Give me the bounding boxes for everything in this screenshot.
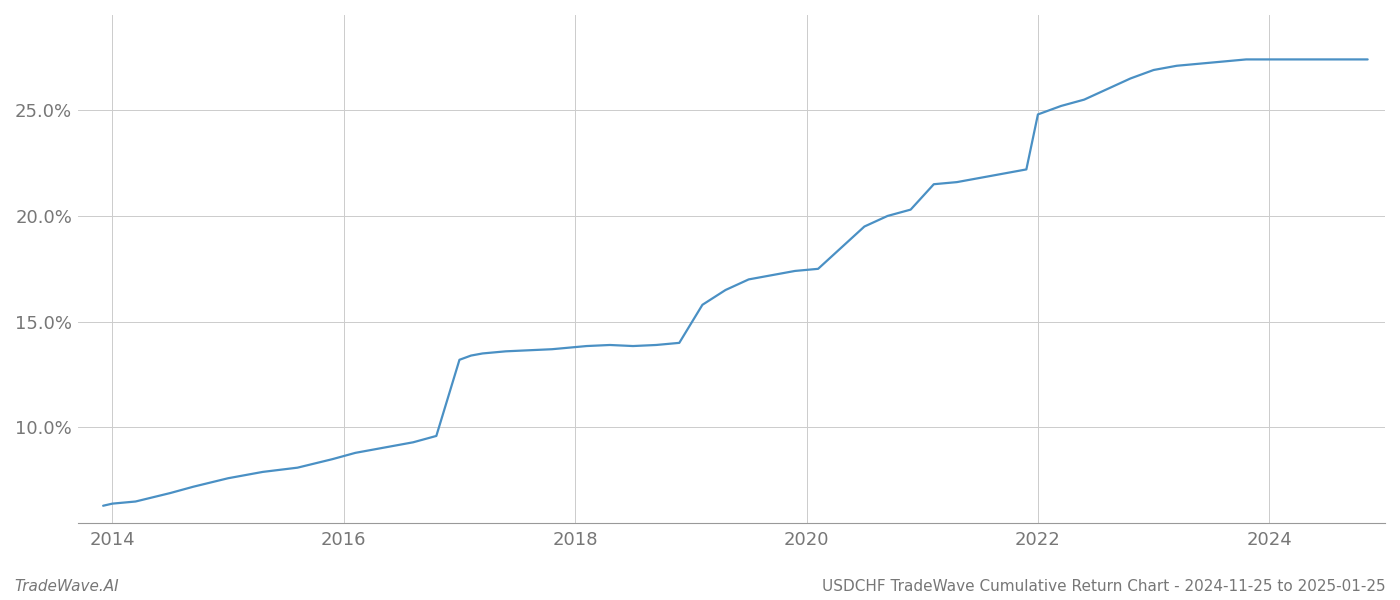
Text: TradeWave.AI: TradeWave.AI <box>14 579 119 594</box>
Text: USDCHF TradeWave Cumulative Return Chart - 2024-11-25 to 2025-01-25: USDCHF TradeWave Cumulative Return Chart… <box>822 579 1386 594</box>
